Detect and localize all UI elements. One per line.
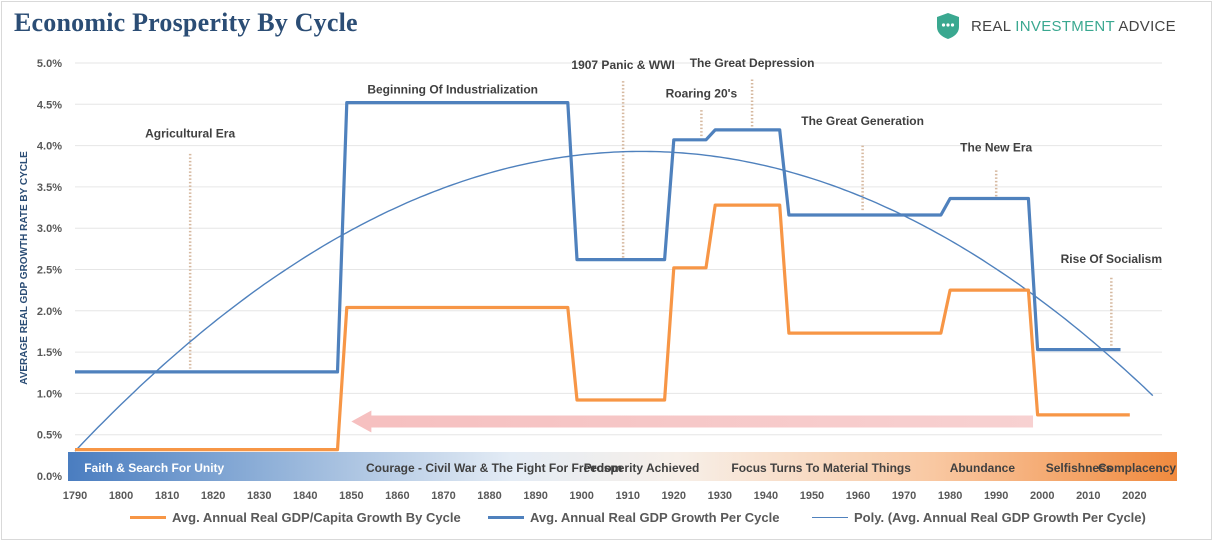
- legend-item: Poly. (Avg. Annual Real GDP Growth Per C…: [812, 510, 1146, 525]
- y-axis-ticks: 0.0% 0.5% 1.0% 1.5% 2.0% 2.5% 3.0% 3.5% 4.0% 4.5%…: [37, 58, 62, 483]
- era-label: Focus Turns To Material Things: [731, 461, 911, 475]
- annotation-label: The Great Depression: [690, 56, 815, 70]
- era-label: Courage - Civil War & The Fight For Free…: [366, 461, 622, 475]
- legend-item: Avg. Annual Real GDP Growth Per Cycle: [488, 510, 779, 525]
- x-tick-label: 1860: [385, 490, 409, 502]
- y-tick-label: 4.5%: [37, 99, 62, 111]
- y-tick-label: 0.0%: [37, 471, 62, 483]
- annotation-label: 1907 Panic & WWI: [571, 58, 674, 72]
- annotation-label: The New Era: [960, 140, 1032, 154]
- era-label: Abundance: [950, 461, 1016, 475]
- x-tick-label: 1890: [523, 490, 547, 502]
- era-label: Faith & Search For Unity: [84, 461, 224, 475]
- y-tick-label: 4.0%: [37, 141, 62, 153]
- era-label: Complacency: [1098, 461, 1176, 475]
- x-tick-label: 1950: [800, 490, 824, 502]
- legend-swatch: [130, 516, 166, 519]
- legend-label: Avg. Annual Real GDP/Capita Growth By Cy…: [172, 510, 461, 525]
- brand-name: REAL INVESTMENT ADVICE: [971, 18, 1176, 35]
- y-axis-label: AVERAGE REAL GDP GROWTH RATE BY CYCLE: [19, 151, 30, 385]
- x-tick-label: 1820: [201, 490, 225, 502]
- x-tick-label: 1940: [754, 490, 778, 502]
- x-tick-label: 1810: [155, 490, 179, 502]
- x-tick-label: 2020: [1122, 490, 1146, 502]
- x-tick-label: 1870: [431, 490, 455, 502]
- x-tick-label: 1970: [892, 490, 916, 502]
- gdp-per-capita-line: [75, 203, 1130, 452]
- y-tick-label: 1.5%: [37, 347, 62, 359]
- annotation-label: Agricultural Era: [145, 126, 235, 140]
- era-band-gradient: [68, 452, 1177, 481]
- x-tick-label: 1880: [477, 490, 501, 502]
- annotation-label: Beginning Of Industrialization: [367, 83, 538, 97]
- x-tick-label: 1930: [708, 490, 732, 502]
- annotations: Agricultural Era Beginning Of Industriali…: [145, 56, 1162, 369]
- x-tick-label: 1830: [247, 490, 271, 502]
- grid-lines: [75, 62, 1162, 477]
- x-tick-label: 1840: [293, 490, 317, 502]
- chart-title: Economic Prosperity By Cycle: [14, 8, 358, 37]
- brand-name-prefix: REAL: [971, 17, 1016, 35]
- shield-icon: [937, 13, 959, 39]
- x-tick-label: 1850: [339, 490, 363, 502]
- x-tick-label: 1900: [569, 490, 593, 502]
- y-tick-label: 3.5%: [37, 182, 62, 194]
- series-lines: [74, 101, 1154, 452]
- y-tick-label: 0.5%: [37, 430, 62, 442]
- x-tick-label: 1790: [63, 490, 87, 502]
- x-tick-label: 1960: [846, 490, 870, 502]
- x-axis-ticks: 1790 1800 1810 1820 1830 1840 1850 1860 1870 1880…: [63, 490, 1147, 502]
- y-tick-label: 5.0%: [37, 58, 62, 70]
- regression-arrow: [351, 410, 1034, 433]
- annotation-label: The Great Generation: [801, 114, 924, 128]
- y-tick-label: 1.0%: [37, 388, 62, 400]
- era-label: Selfishness: [1046, 461, 1113, 475]
- x-tick-label: 1920: [662, 490, 686, 502]
- gdp-growth-line: [75, 101, 1121, 374]
- legend-label: Avg. Annual Real GDP Growth Per Cycle: [530, 510, 780, 525]
- y-tick-label: 2.5%: [37, 265, 62, 277]
- poly-trend-line: [74, 150, 1154, 452]
- legend-label: Poly. (Avg. Annual Real GDP Growth Per C…: [854, 510, 1146, 525]
- left-arrow: [351, 410, 1034, 433]
- brand-name-accent: INVESTMENT: [1015, 17, 1115, 35]
- legend: Avg. Annual Real GDP/Capita Growth By Cy…: [0, 510, 1215, 530]
- x-tick-label: 1980: [938, 490, 962, 502]
- y-tick-label: 3.0%: [37, 223, 62, 235]
- x-tick-label: 1800: [109, 490, 133, 502]
- y-tick-label: 2.0%: [37, 306, 62, 318]
- legend-swatch: [812, 517, 848, 518]
- legend-item: Avg. Annual Real GDP/Capita Growth By Cy…: [130, 510, 461, 525]
- brand-name-suffix: ADVICE: [1114, 17, 1176, 35]
- annotation-label: Roaring 20's: [666, 87, 738, 101]
- era-band: Faith & Search For Unity Courage - Civil …: [68, 452, 1177, 481]
- x-tick-label: 2010: [1076, 490, 1100, 502]
- x-tick-label: 1910: [615, 490, 639, 502]
- x-tick-label: 1990: [984, 490, 1008, 502]
- annotation-label: Rise Of Socialism: [1061, 252, 1162, 266]
- legend-swatch: [488, 516, 524, 519]
- era-label: Prosperity Achieved: [584, 461, 700, 475]
- brand-logo: REAL INVESTMENT ADVICE: [935, 12, 1176, 40]
- x-tick-label: 2000: [1030, 490, 1054, 502]
